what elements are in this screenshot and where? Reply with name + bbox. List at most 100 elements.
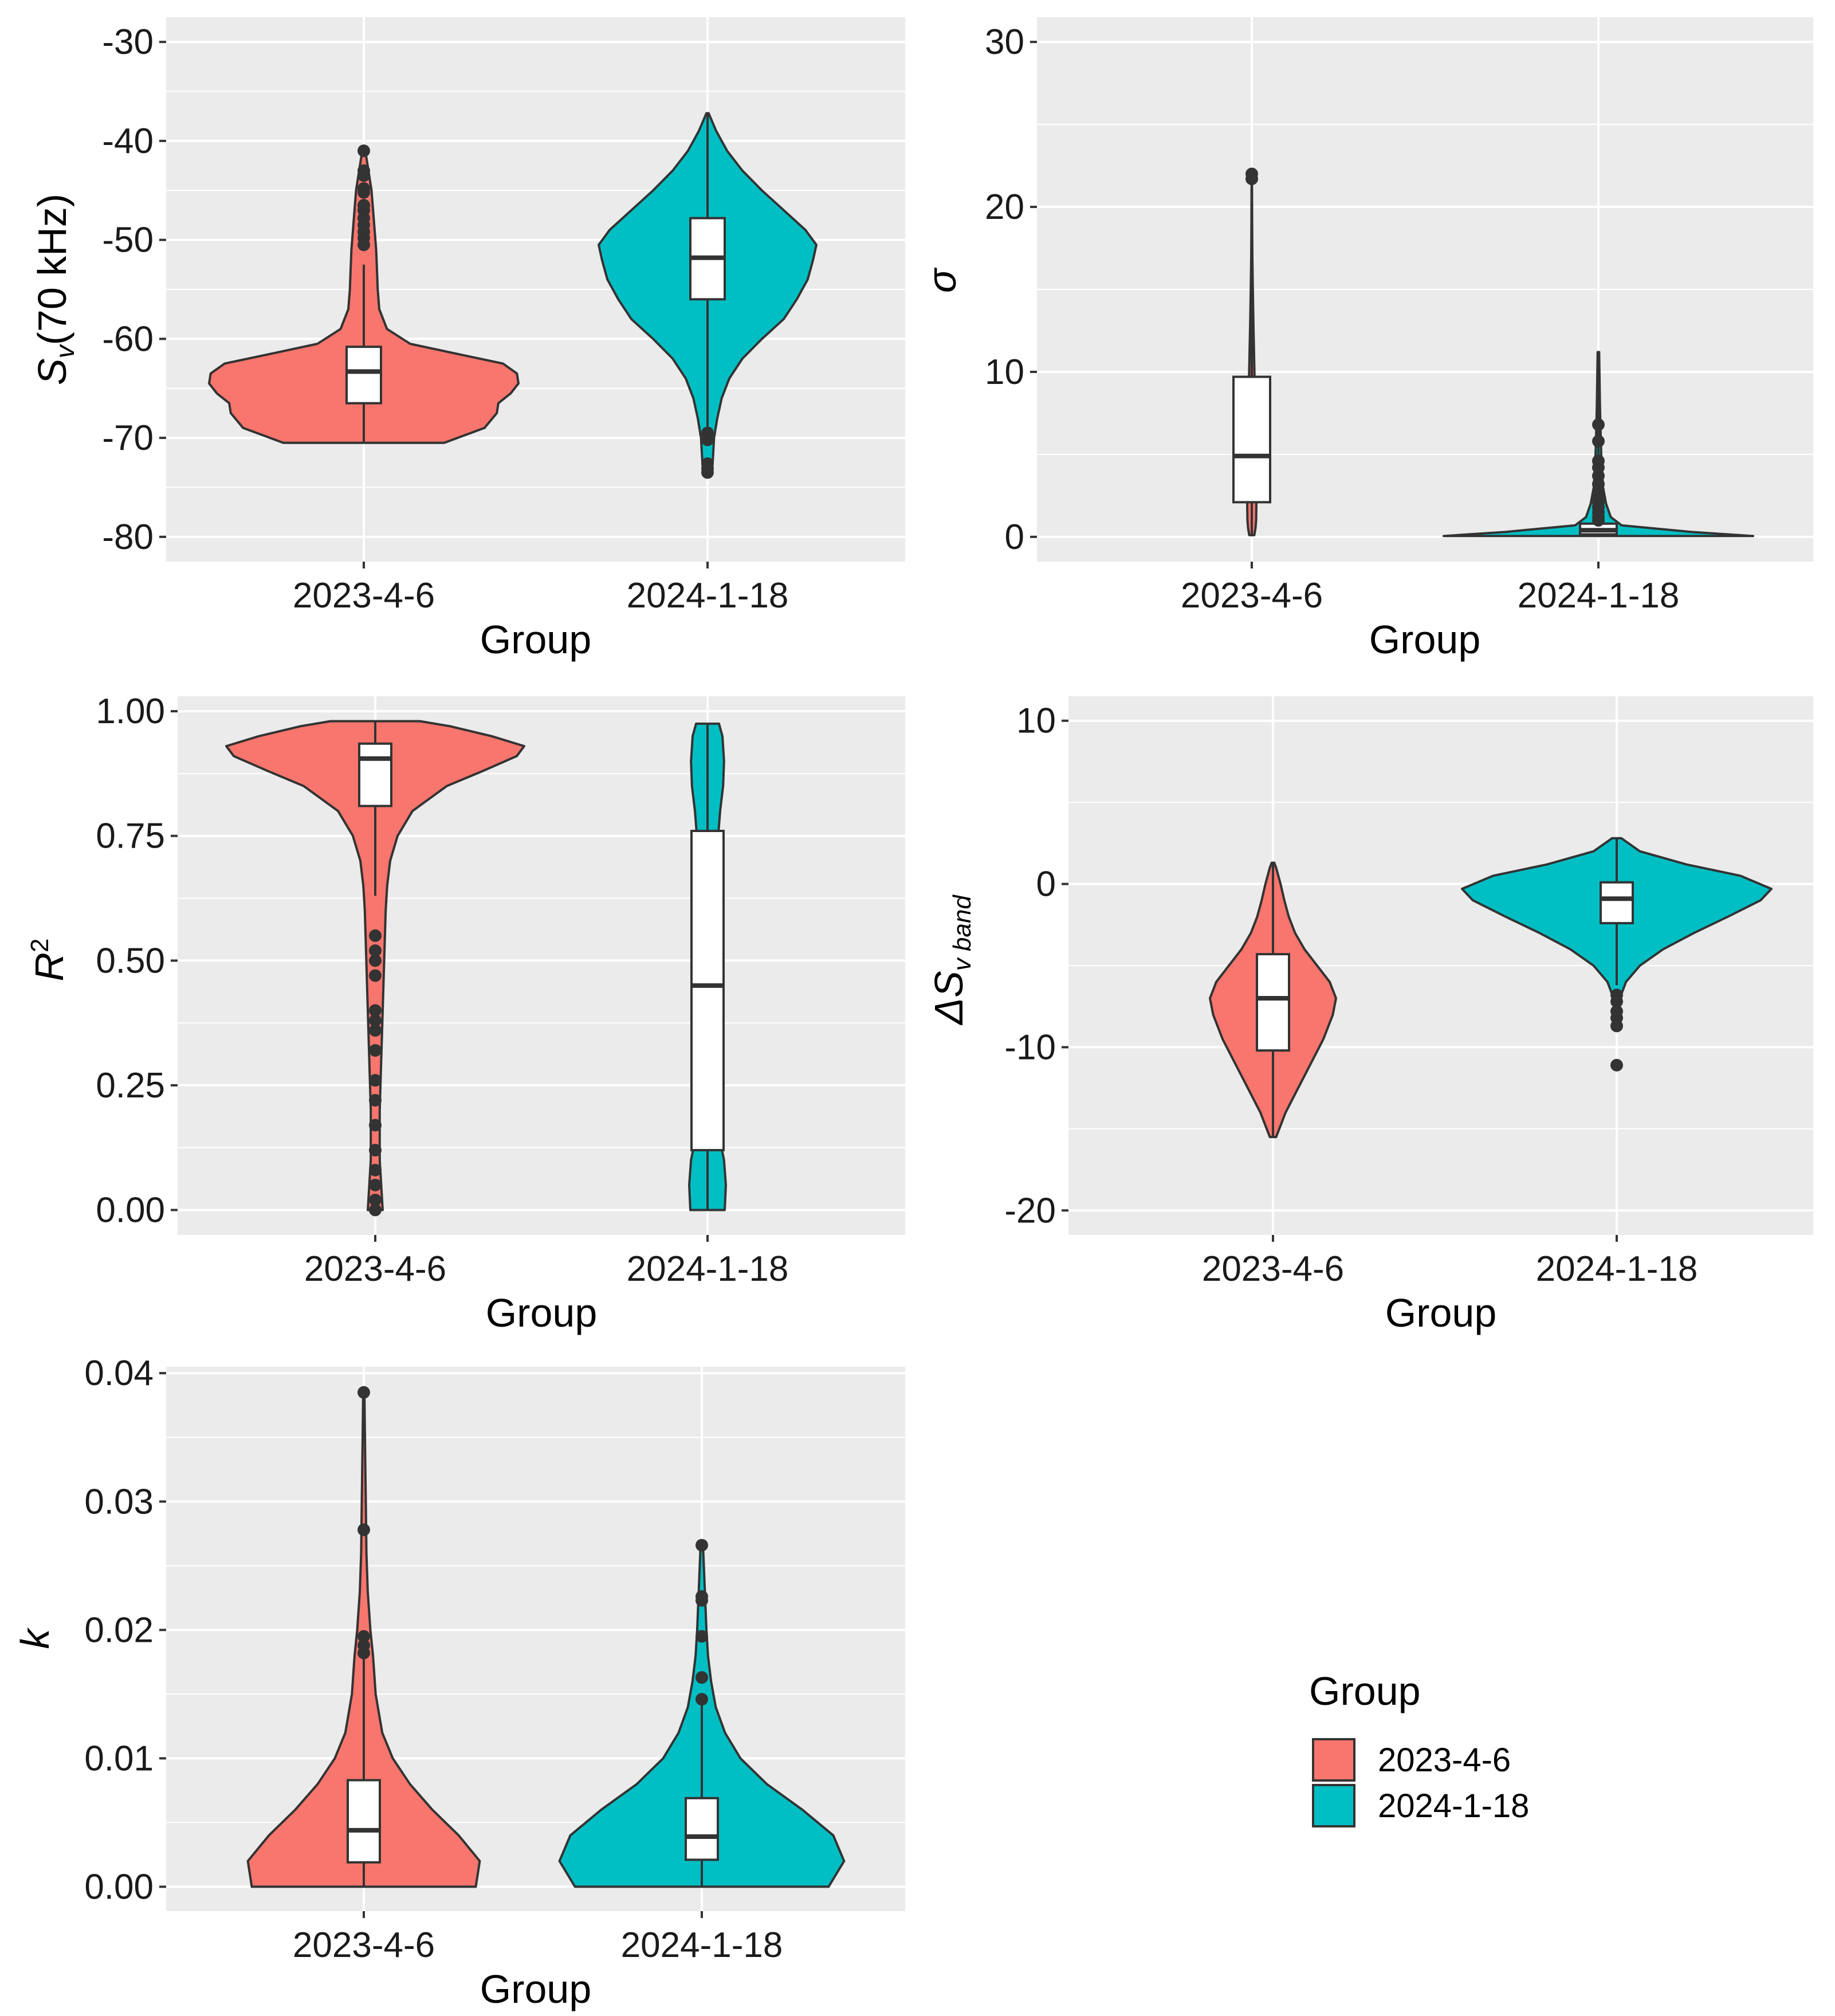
panel-sv70-xlabel: Group — [480, 617, 592, 662]
panel-delta-sv-ylabel-sub: v band — [948, 895, 976, 971]
box-2023 — [1256, 953, 1290, 1052]
x-tick-label: 2024-1-18 — [627, 1249, 789, 1289]
panel-r2-violins — [225, 720, 727, 1217]
box-2024 — [690, 830, 725, 1152]
y-tick-label: 20 — [985, 187, 1024, 227]
panel-sv70-y-axis: -30 -40 -50 -60 -70 -80 — [102, 22, 166, 557]
panel-r2: 0.00 0.25 0.50 0.75 1.00 2023-4-6 2024-1-18 G… — [26, 692, 905, 1335]
outlier-point-2023 — [369, 944, 382, 957]
outlier-point-2023 — [369, 1074, 382, 1087]
panel-k-y-axis: 0.00 0.01 0.02 0.03 0.04 — [84, 1354, 166, 1907]
outlier-point-2024 — [1592, 454, 1605, 468]
x-tick-label: 2024-1-18 — [627, 576, 789, 615]
box-2024 — [1600, 881, 1634, 924]
outlier-point-2023 — [369, 1194, 382, 1207]
outlier-point-2023 — [357, 1386, 370, 1399]
y-tick-label: 0 — [1005, 517, 1024, 557]
y-tick-label: 1.00 — [96, 692, 165, 731]
outlier-point-2023 — [369, 1024, 382, 1037]
outlier-point-2023 — [369, 1014, 382, 1027]
panel-sv70: -30 -40 -50 -60 -70 -80 2023-4-6 2024-1-18 Gro… — [30, 17, 905, 662]
outlier-point-2024 — [1592, 434, 1605, 448]
panel-sigma-ylabel: σ — [920, 267, 964, 293]
y-tick-label: 0.25 — [96, 1066, 165, 1105]
box-2024 — [685, 1797, 719, 1861]
legend-label-2024: 2024-1-18 — [1378, 1787, 1529, 1825]
x-tick-label: 2024-1-18 — [1518, 576, 1680, 615]
y-tick-label: 0.75 — [96, 817, 165, 856]
y-tick-label: 10 — [985, 352, 1024, 392]
outlier-point-2023 — [357, 144, 370, 158]
outlier-point-2024 — [1592, 418, 1605, 432]
y-tick-label: 0.01 — [84, 1739, 154, 1778]
panel-delta-sv-ylabel-main: ΔS — [926, 971, 971, 1026]
panel-sigma-xlabel: Group — [1369, 617, 1481, 662]
panel-r2-x-axis: 2023-4-6 2024-1-18 — [304, 1235, 788, 1289]
y-tick-label: -30 — [102, 22, 154, 62]
panel-delta-sv-violins — [1209, 837, 1773, 1139]
legend-key-2024 — [1312, 1784, 1355, 1827]
panel-delta-sv-ylabel: ΔSv band — [926, 895, 976, 1026]
panel-delta-sv-xlabel: Group — [1385, 1291, 1497, 1335]
panel-k-xlabel: Group — [480, 1967, 592, 2011]
panel-sv70-gridlines — [166, 17, 905, 562]
outlier-point-2023 — [369, 1163, 382, 1176]
legend-title: Group — [1309, 1669, 1421, 1713]
outlier-point-2023 — [1245, 167, 1258, 181]
x-tick-label: 2023-4-6 — [304, 1249, 446, 1289]
outlier-point-2023 — [369, 1004, 382, 1017]
panel-sv70-ylabel-main: S — [30, 358, 74, 385]
panel-r2-background — [178, 696, 905, 1235]
panel-k-x-axis: 2023-4-6 2024-1-18 — [293, 1911, 783, 1965]
panel-r2-ylabel-main: R — [27, 952, 72, 982]
box-2023 — [347, 1779, 381, 1864]
y-tick-label: -80 — [102, 517, 154, 557]
outlier-point-2023 — [369, 929, 382, 942]
panel-sigma-violins — [1232, 167, 1754, 538]
y-tick-label: 0.00 — [84, 1867, 154, 1907]
panel-sigma: 0 10 20 30 2023-4-6 2024-1-18 Group σ — [920, 17, 1813, 662]
panel-delta-sv-gridlines — [1068, 696, 1813, 1235]
y-tick-label: 30 — [985, 22, 1024, 62]
outlier-point-2023 — [357, 186, 370, 199]
legend: Group 2023-4-6 2024-1-18 — [1309, 1669, 1529, 1827]
y-tick-label: 0 — [1036, 865, 1056, 904]
y-tick-label: -50 — [102, 221, 154, 260]
outlier-point-2024 — [696, 1693, 708, 1706]
box-2023 — [1232, 375, 1271, 504]
outlier-point-2024 — [1610, 1058, 1623, 1072]
x-tick-label: 2023-4-6 — [293, 576, 435, 615]
panel-sv70-ylabel: Sv(70 kHz) — [30, 194, 80, 385]
outlier-point-2024 — [696, 1630, 708, 1643]
y-tick-label: 0.03 — [84, 1482, 154, 1521]
outlier-point-2023 — [369, 1178, 382, 1191]
panel-sv70-x-axis: 2023-4-6 2024-1-18 — [293, 562, 788, 615]
panel-sv70-ylabel-sub: v — [50, 343, 80, 358]
panel-r2-ylabel: R2 — [26, 938, 72, 981]
x-tick-label: 2024-1-18 — [1536, 1249, 1698, 1289]
x-tick-label: 2024-1-18 — [621, 1925, 783, 1965]
box-2023 — [358, 742, 392, 807]
x-tick-label: 2023-4-6 — [293, 1925, 435, 1965]
y-tick-label: -10 — [1004, 1027, 1056, 1067]
panel-r2-xlabel: Group — [486, 1291, 598, 1335]
outlier-point-2024 — [1610, 995, 1623, 1008]
y-tick-label: 10 — [1016, 701, 1056, 741]
y-tick-label: -40 — [102, 121, 154, 161]
outlier-point-2023 — [357, 1630, 370, 1643]
panel-k: 0.00 0.01 0.02 0.03 0.04 2023-4-6 2024-1-18 G… — [13, 1354, 905, 2011]
y-tick-label: 0.00 — [96, 1190, 165, 1230]
y-tick-label: 0.02 — [84, 1610, 154, 1650]
panel-r2-ylabel-sup: 2 — [26, 938, 54, 952]
outlier-point-2024 — [696, 1590, 708, 1603]
panel-delta-sv-y-axis: -20 -10 0 10 — [1004, 701, 1068, 1230]
panel-r2-y-axis: 0.00 0.25 0.50 0.75 1.00 — [96, 692, 178, 1230]
outlier-point-2023 — [357, 238, 370, 252]
y-tick-label: 0.04 — [84, 1354, 154, 1393]
y-tick-label: 0.50 — [96, 941, 165, 980]
outlier-point-2024 — [1610, 1019, 1623, 1033]
outlier-point-2023 — [357, 1523, 370, 1536]
outlier-point-2023 — [369, 1094, 382, 1107]
y-tick-label: -60 — [102, 319, 154, 359]
